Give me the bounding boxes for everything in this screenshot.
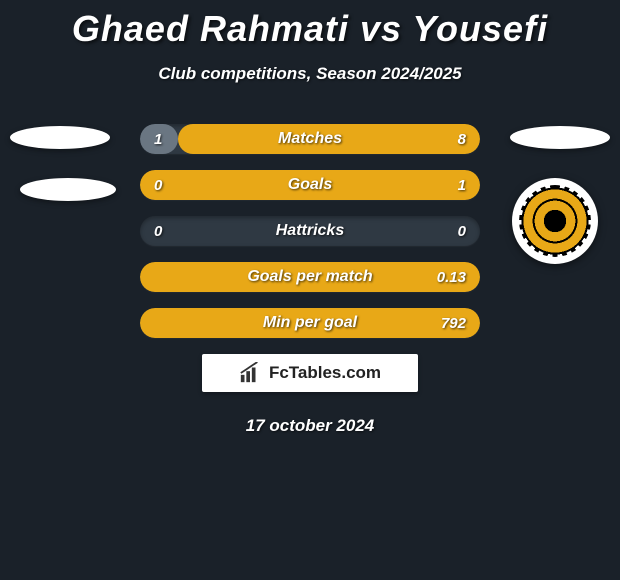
date-text: 17 october 2024 — [0, 416, 620, 436]
subtitle: Club competitions, Season 2024/2025 — [0, 64, 620, 84]
bar-label: Min per goal — [140, 308, 480, 338]
bar-label: Hattricks — [140, 216, 480, 246]
bar-label: Goals per match — [140, 262, 480, 292]
stat-bar: 00Hattricks — [140, 216, 480, 246]
stat-bar: 01Goals — [140, 170, 480, 200]
branding-text: FcTables.com — [269, 363, 381, 383]
stat-bars: 18Matches 01Goals 00Hattricks 0.13Goals per… — [0, 124, 620, 338]
bar-label: Matches — [140, 124, 480, 154]
bar-label: Goals — [140, 170, 480, 200]
stat-bar: 18Matches — [140, 124, 480, 154]
stat-bar: 0.13Goals per match — [140, 262, 480, 292]
branding-badge: FcTables.com — [202, 354, 418, 392]
stat-bar: 792Min per goal — [140, 308, 480, 338]
chart-icon — [239, 362, 261, 384]
page-title: Ghaed Rahmati vs Yousefi — [0, 0, 620, 50]
